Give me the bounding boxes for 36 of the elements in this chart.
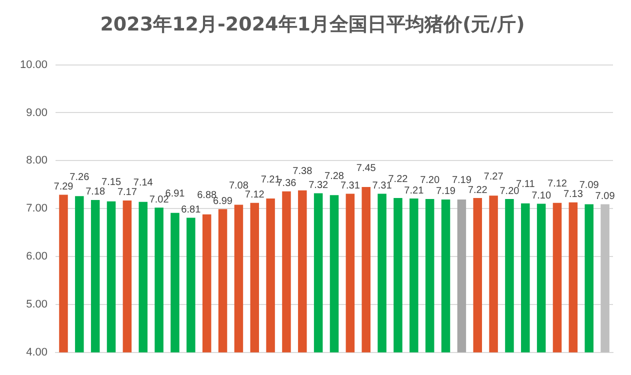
data-label: 7.28	[324, 170, 344, 182]
data-label: 7.20	[500, 186, 520, 197]
y-tick-label: 4.00	[26, 346, 48, 358]
data-label: 7.27	[484, 171, 504, 182]
y-tick-label: 9.00	[26, 106, 48, 119]
data-label: 7.12	[548, 178, 568, 190]
data-label: 7.17	[117, 187, 138, 198]
data-label: 7.09	[595, 191, 616, 202]
data-label: 7.20	[420, 174, 440, 186]
data-label: 7.10	[532, 190, 552, 202]
data-label: 7.26	[70, 172, 90, 183]
data-label: 7.15	[102, 177, 122, 188]
data-label: 7.38	[292, 166, 313, 178]
data-label: 7.29	[54, 181, 74, 192]
data-label: 6.81	[181, 204, 202, 216]
data-label: 7.14	[133, 178, 154, 189]
data-label: 7.22	[468, 184, 488, 196]
data-label: 6.99	[213, 196, 233, 207]
data-label: 7.09	[579, 180, 600, 192]
data-label: 7.19	[452, 175, 472, 186]
data-label: 7.32	[308, 180, 329, 192]
data-label: 7.31	[340, 180, 360, 192]
y-tick-label: 8.00	[26, 154, 48, 167]
data-label: 7.31	[372, 180, 392, 192]
y-tick-label: 5.00	[26, 298, 48, 310]
data-label: 7.45	[356, 162, 376, 174]
data-label: 7.21	[404, 185, 424, 196]
chart-title: 2023年12月-2024年1月全国日平均猪价(元/斤)	[100, 13, 525, 36]
y-tick-label: 7.00	[26, 202, 48, 215]
data-label: 7.08	[228, 180, 249, 192]
y-tick-label: 10.00	[20, 58, 48, 71]
data-label: 7.12	[244, 190, 265, 201]
data-label: 7.19	[436, 186, 456, 198]
y-tick-label: 6.00	[26, 250, 48, 263]
data-label: 7.13	[563, 189, 584, 200]
data-label: 7.18	[86, 186, 106, 198]
